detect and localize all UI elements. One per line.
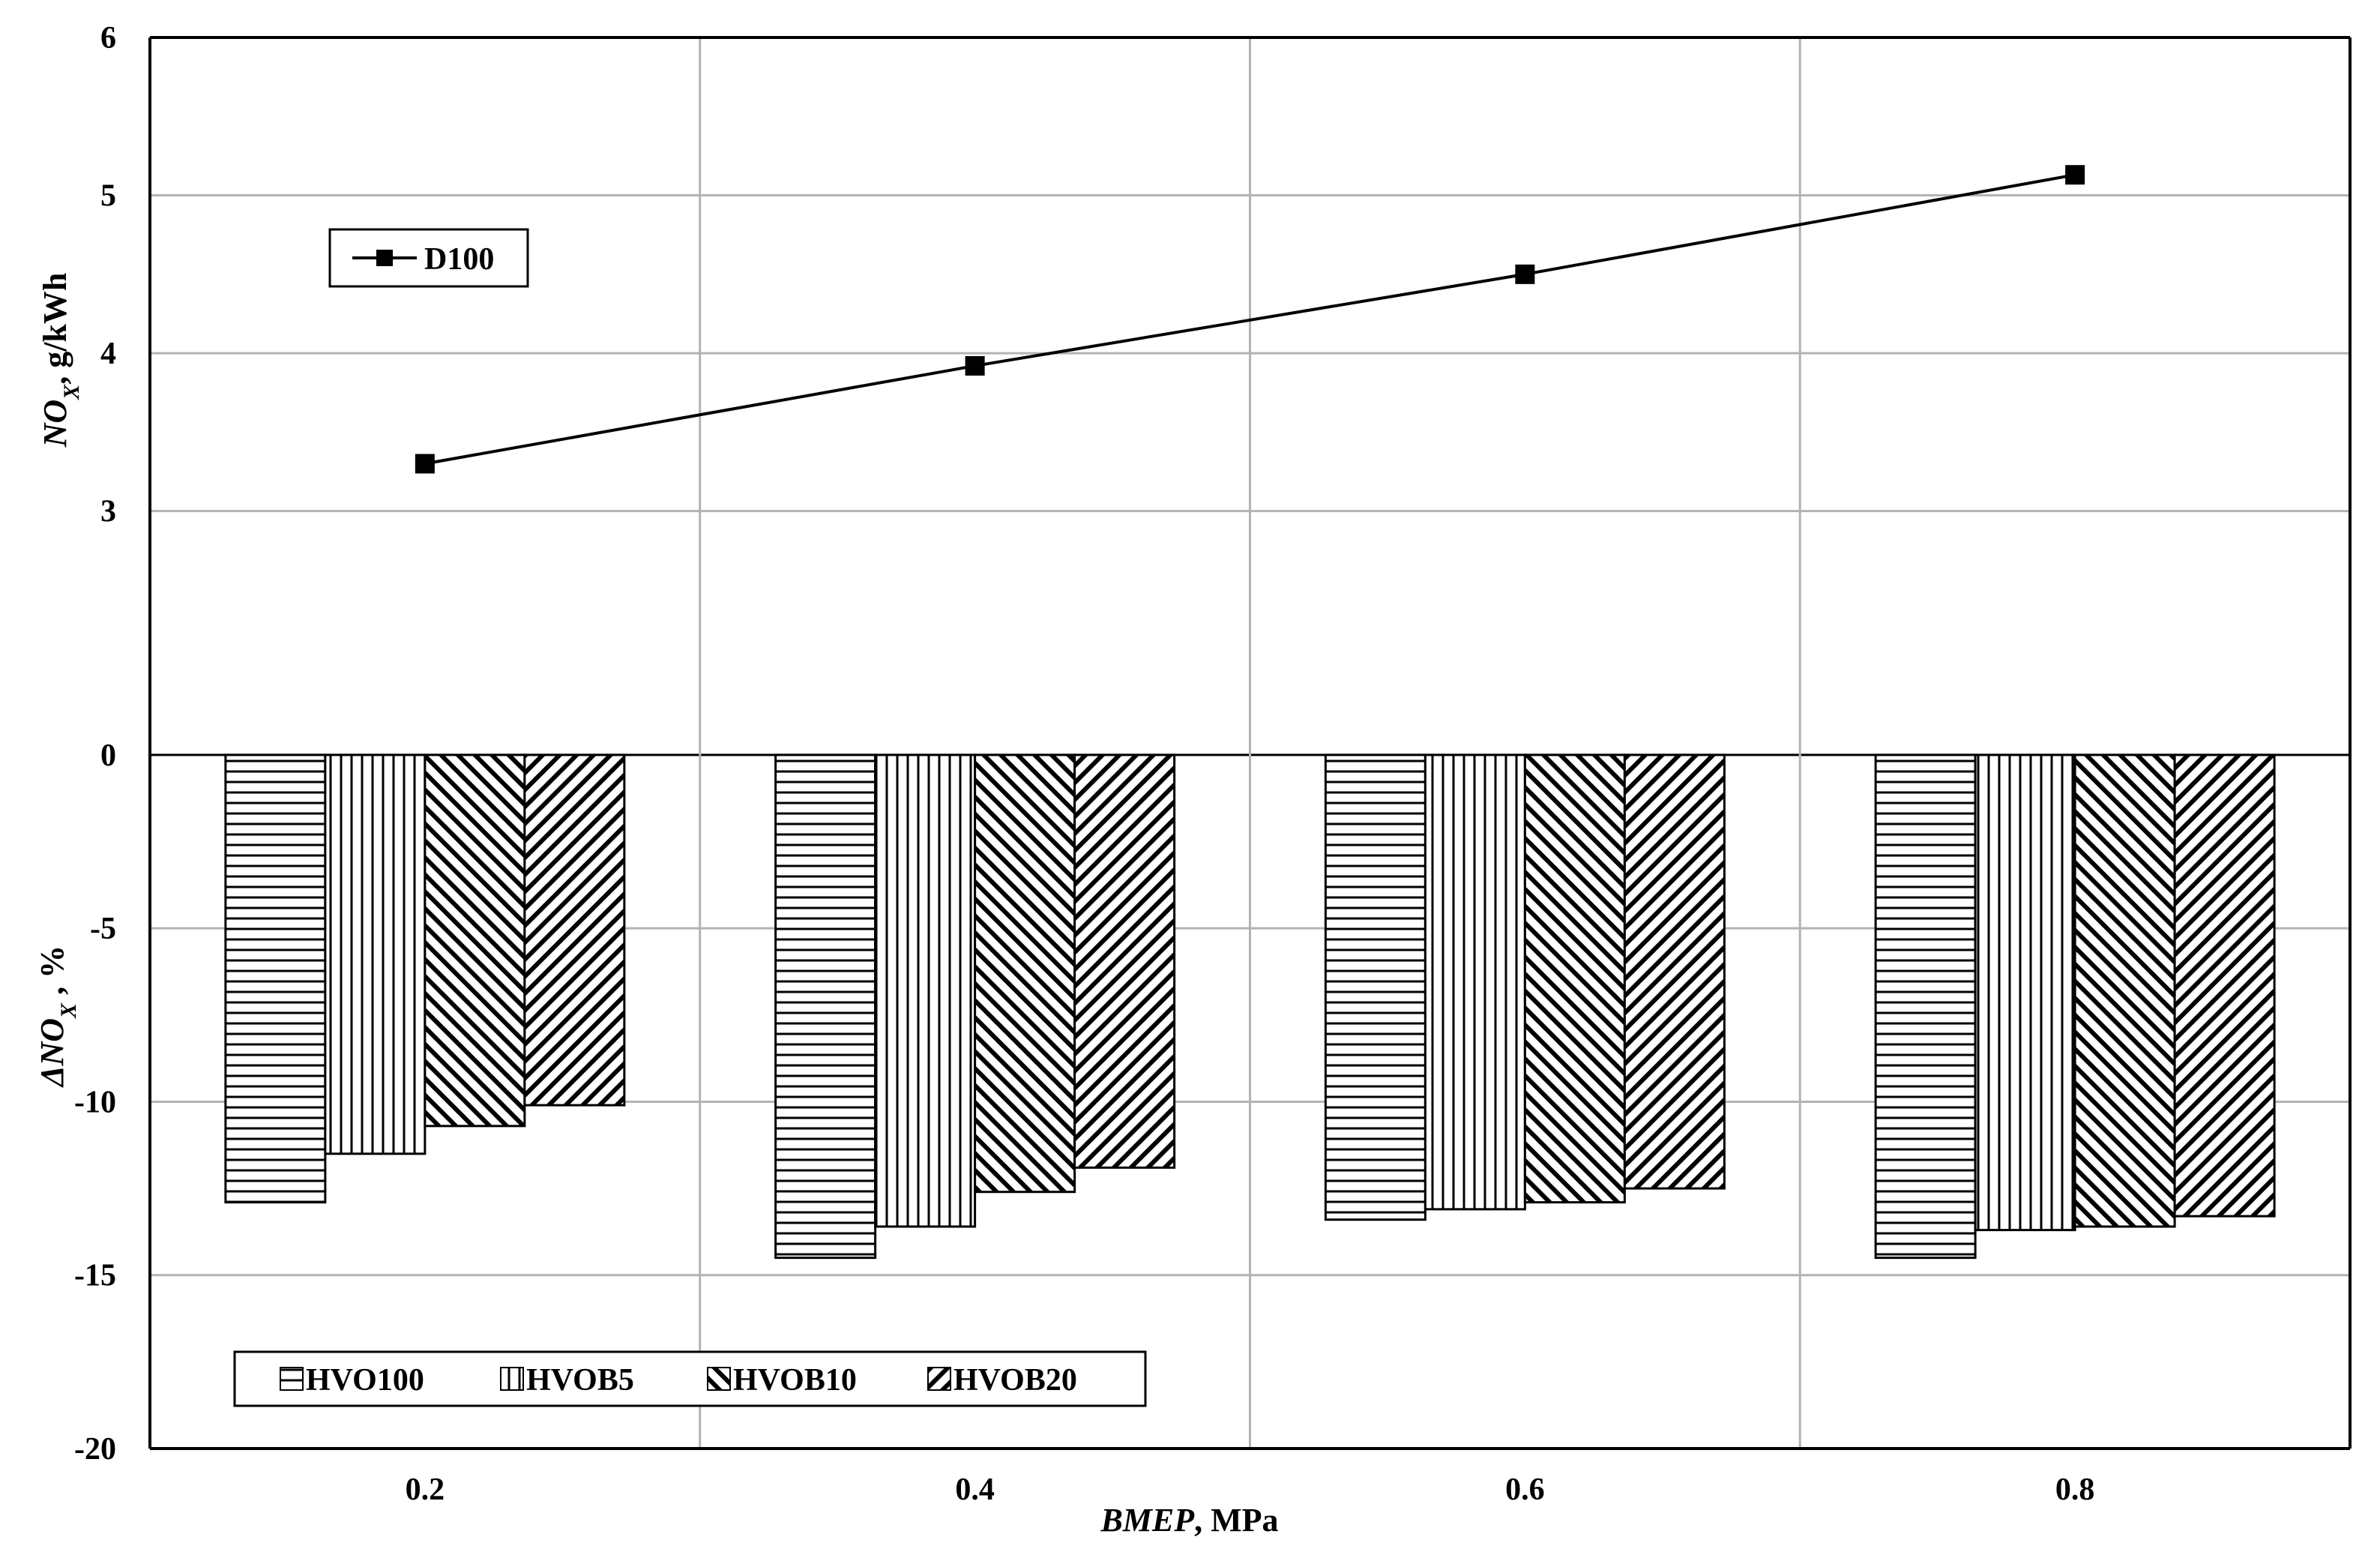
bottom-ylabel: ΔNOX , % [34,945,81,1088]
legend-swatch-hvob10 [707,1367,731,1391]
ytick-label-top: 5 [100,179,116,214]
plot-frame [148,36,2352,1450]
bar-hvob20 [2173,754,2276,1218]
line-series-group [415,165,2085,474]
legend-square-marker [376,250,393,266]
bar-hvob5 [1974,754,2076,1232]
bar-hvob20 [1073,754,1176,1169]
ytick-label-bottom: -5 [90,912,116,946]
bar-hvo100 [224,754,327,1204]
legend-label-d100: D100 [424,242,494,277]
xtick-label: 0.2 [406,1473,445,1507]
legend-label-hvob10: HVOB10 [733,1363,857,1398]
ytick-label-bottom: -15 [74,1259,116,1293]
legend-swatch-hvob5 [500,1367,524,1391]
point-marker [415,454,435,474]
legend-swatch-hvob20 [927,1367,951,1391]
ytick-label-top: 3 [100,495,116,529]
bar-hvo100 [1874,754,1977,1260]
ytick-label-bottom: 0 [100,739,116,773]
bar-hvob10 [1523,754,1626,1204]
bar-hvob5 [1424,754,1526,1211]
ytick-label-top: 4 [100,337,116,371]
bar-hvob20 [1623,754,1726,1190]
bar-hvo100 [1324,754,1427,1221]
bar-series-group [224,754,2276,1260]
line-legend: D100 [328,228,529,288]
xtick-label: 0.8 [2055,1473,2095,1507]
point-marker [1515,264,1535,284]
legend-label-hvob5: HVOB5 [526,1363,634,1398]
xlabel: BMEP, MPa [1100,1502,1278,1539]
xtick-label: 0.4 [955,1473,995,1507]
point-marker [965,355,985,376]
ytick-label-top: 6 [100,21,116,55]
point-marker [2065,165,2085,185]
legend-label-hvob20: HVOB20 [953,1363,1077,1398]
bar-hvob5 [324,754,427,1155]
line-d100 [424,173,2076,466]
ytick-label-bottom: -20 [74,1432,116,1467]
legend-label-hvo100: HVO100 [306,1363,424,1398]
top-ylabel: NOX, g/kWh [37,273,84,448]
tick-labels: 3 4 5 6 0 -5 -10 -15 -20 0.2 0.4 0.6 0.8 [74,21,2094,1507]
bar-hvob10 [424,754,526,1128]
bar-legend-box [233,1350,1147,1407]
bar-hvob10 [2073,754,2176,1228]
bar-hvo100 [774,754,877,1260]
bar-hvob20 [523,754,626,1107]
bar-hvob10 [974,754,1076,1194]
bar-hvob5 [874,754,977,1228]
bar-legend: HVO100 HVOB5 HVOB10 HVOB20 [233,1350,1147,1407]
ytick-label-bottom: -10 [74,1085,116,1119]
legend-swatch-hvo100 [280,1367,304,1391]
xtick-label: 0.6 [1505,1473,1545,1507]
